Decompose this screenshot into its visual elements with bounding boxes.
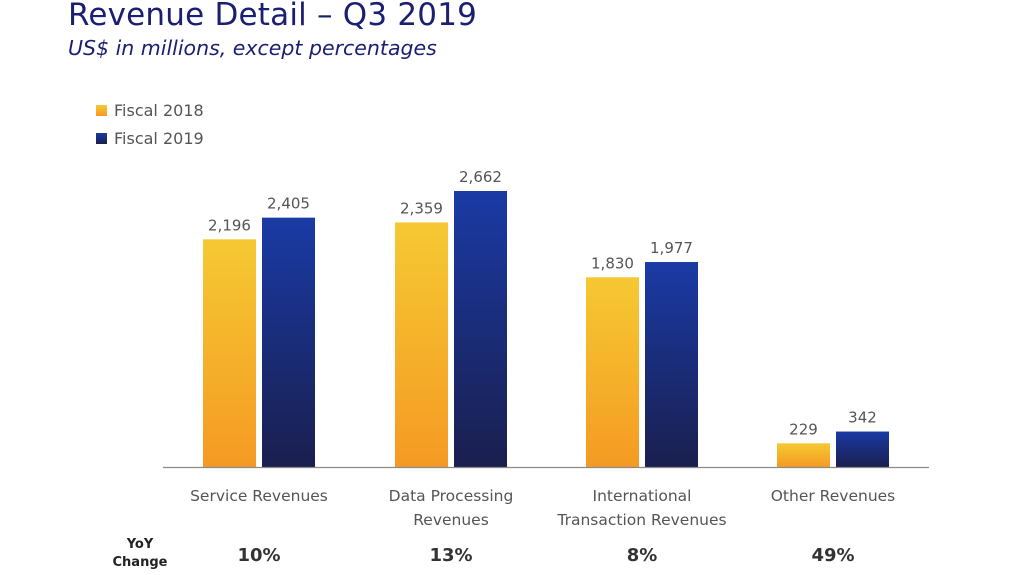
legend-swatch-fiscal-2019 [96,132,107,144]
yoy-change-label: YoY Change [112,537,168,570]
bar-fiscal-2019-other-revenues [836,431,889,467]
data-label-fiscal-2018-data-processing-revenues: 2,359 [400,199,443,217]
bar-fiscal-2018-international-transaction-revenues [586,277,639,467]
x-tick-label-service-revenues: Service Revenues [190,487,328,505]
legend-item-fiscal-2019: Fiscal 2019 [96,124,204,152]
x-tick-label-other-revenues: Other Revenues [771,487,896,505]
bar-fiscal-2019-international-transaction-revenues [645,262,698,467]
data-label-fiscal-2018-international-transaction-revenues: 1,830 [591,254,634,272]
data-label-fiscal-2019-service-revenues: 2,405 [267,195,310,213]
data-label-fiscal-2018-service-revenues: 2,196 [208,216,251,234]
legend-swatch-fiscal-2018 [96,104,107,116]
data-label-fiscal-2019-international-transaction-revenues: 1,977 [650,239,693,257]
bar-fiscal-2019-data-processing-revenues [454,191,507,467]
yoy-change-international-transaction-revenues: 8% [626,545,658,566]
legend-label-fiscal-2018: Fiscal 2018 [114,100,204,120]
legend-label-fiscal-2019: Fiscal 2019 [114,128,204,148]
data-label-fiscal-2019-data-processing-revenues: 2,662 [459,168,502,186]
legend-item-fiscal-2018: Fiscal 2018 [96,96,204,124]
slide-title: Revenue Detail – Q3 2019 [68,0,478,33]
bar-fiscal-2018-service-revenues [203,239,256,467]
yoy-change-other-revenues: 49% [811,545,855,566]
data-label-fiscal-2019-other-revenues: 342 [848,409,877,427]
x-tick-label-data-processing-revenues: Data Processing Revenues [389,487,514,529]
slide-subtitle: US$ in millions, except percentages [68,36,437,60]
yoy-change-service-revenues: 10% [237,545,281,566]
chart-legend: Fiscal 2018 Fiscal 2019 [96,96,204,152]
data-label-fiscal-2018-other-revenues: 229 [789,420,818,438]
x-tick-label-international-transaction-revenues: International Transaction Revenues [556,487,726,529]
bar-fiscal-2018-data-processing-revenues [395,222,448,467]
bar-fiscal-2018-other-revenues [777,443,830,467]
yoy-change-data-processing-revenues: 13% [429,545,473,566]
bar-fiscal-2019-service-revenues [262,217,315,467]
